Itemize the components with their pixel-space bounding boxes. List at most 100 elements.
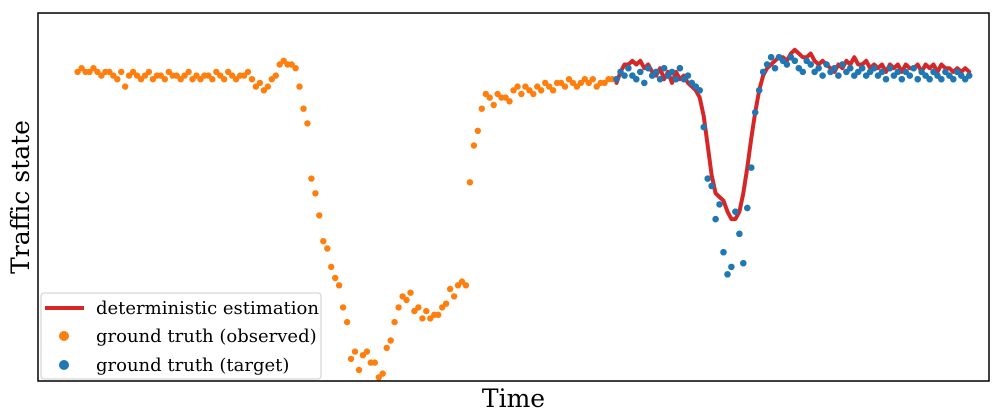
point-observed-48 xyxy=(264,83,271,90)
legend: deterministic estimation ground truth (o… xyxy=(40,292,322,380)
point-target-top-31 xyxy=(736,230,743,237)
point-target-top-24 xyxy=(708,182,715,190)
point-observed-64 xyxy=(328,263,335,271)
point-target-top-29 xyxy=(728,263,735,271)
point-observed-70 xyxy=(351,348,359,355)
point-target-top-10 xyxy=(652,68,660,76)
point-target-top-52 xyxy=(819,72,826,79)
point-target-top-35 xyxy=(752,109,759,116)
point-target-top-72 xyxy=(898,76,905,83)
point-target-top-51 xyxy=(815,65,822,72)
point-observed-46 xyxy=(256,79,264,87)
point-target-top-36 xyxy=(756,87,763,94)
point-observed-99 xyxy=(466,179,474,186)
point-target-top-71 xyxy=(894,68,902,76)
point-observed-78 xyxy=(383,344,390,352)
point-observed-43 xyxy=(244,68,252,76)
point-observed-94 xyxy=(446,285,454,293)
point-observed-102 xyxy=(478,105,485,112)
point-observed-57 xyxy=(300,105,307,112)
point-target-top-85 xyxy=(950,76,957,83)
point-target-top-22 xyxy=(700,123,707,131)
point-target-top-28 xyxy=(724,271,731,278)
point-observed-112 xyxy=(518,90,525,98)
point-target-top-2 xyxy=(621,72,628,79)
point-observed-100 xyxy=(470,142,478,149)
y-axis-label: Traffic state xyxy=(6,120,35,274)
point-observed-28 xyxy=(185,68,192,76)
point-observed-80 xyxy=(391,318,398,326)
point-target-top-69 xyxy=(886,65,894,72)
point-observed-44 xyxy=(248,76,256,83)
point-target-top-12 xyxy=(660,65,668,72)
point-target-top-79 xyxy=(926,76,933,83)
point-target-top-3 xyxy=(625,65,632,72)
point-observed-73 xyxy=(363,348,371,355)
point-target-top-34 xyxy=(748,164,755,171)
point-target-top-62 xyxy=(859,65,866,72)
legend-label-observed: ground truth (observed) xyxy=(96,326,317,347)
point-observed-22 xyxy=(161,76,168,83)
point-observed-81 xyxy=(395,304,402,311)
plot-area xyxy=(74,47,973,381)
point-target-top-76 xyxy=(914,76,921,83)
point-target-top-37 xyxy=(759,68,767,76)
point-target-top-57 xyxy=(839,61,846,68)
point-observed-68 xyxy=(343,318,351,326)
point-target-top-40 xyxy=(771,65,779,72)
legend-swatch-observed xyxy=(59,331,69,341)
point-target-top-68 xyxy=(882,76,890,83)
point-target-top-18 xyxy=(684,72,692,79)
point-target-top-25 xyxy=(712,215,719,223)
point-target-top-11 xyxy=(656,76,664,83)
point-target-top-38 xyxy=(763,61,771,68)
point-observed-75 xyxy=(371,359,378,366)
point-observed-115 xyxy=(530,90,537,98)
point-observed-58 xyxy=(304,120,311,127)
point-observed-62 xyxy=(320,238,327,245)
point-target-top-23 xyxy=(704,175,711,182)
point-observed-59 xyxy=(308,175,315,182)
point-target-top-53 xyxy=(823,61,830,68)
legend-swatch-target xyxy=(59,360,69,370)
point-observed-56 xyxy=(296,83,303,90)
point-observed-63 xyxy=(324,245,331,252)
point-observed-61 xyxy=(316,212,323,219)
point-observed-83 xyxy=(403,296,410,304)
point-observed-67 xyxy=(339,304,347,311)
point-observed-18 xyxy=(145,68,153,76)
line-deterministic-estimation xyxy=(614,47,972,222)
point-target-top-16 xyxy=(676,65,684,72)
point-target-top-39 xyxy=(767,54,775,61)
point-target-top-33 xyxy=(744,204,751,212)
point-target-top-7 xyxy=(641,79,648,87)
point-target-top-47 xyxy=(799,68,806,76)
plot-frame xyxy=(37,12,990,382)
point-target-top-14 xyxy=(668,68,676,76)
point-target-top-8 xyxy=(645,65,652,72)
point-observed-87 xyxy=(419,315,426,322)
point-observed-109 xyxy=(506,98,513,105)
point-observed-10 xyxy=(114,76,121,83)
point-target-top-75 xyxy=(910,65,917,72)
point-observed-86 xyxy=(415,304,422,311)
point-target-top-49 xyxy=(807,61,814,68)
point-observed-11 xyxy=(118,68,125,76)
point-target-top-59 xyxy=(847,65,854,72)
point-target-top-82 xyxy=(938,76,945,83)
point-target-top-6 xyxy=(637,68,644,76)
point-target-top-74 xyxy=(906,72,913,79)
point-target-top-27 xyxy=(720,249,727,256)
point-target-top-65 xyxy=(870,65,878,72)
point-observed-60 xyxy=(312,190,319,197)
point-observed-98 xyxy=(462,282,470,289)
point-target-top-0 xyxy=(613,76,620,83)
point-target-top-43 xyxy=(783,61,791,68)
legend-label-target: ground truth (target) xyxy=(96,355,289,376)
point-target-top-45 xyxy=(791,57,798,64)
point-target-top-30 xyxy=(732,208,739,215)
point-observed-69 xyxy=(347,355,355,363)
point-observed-91 xyxy=(435,311,442,318)
point-observed-120 xyxy=(549,87,557,94)
